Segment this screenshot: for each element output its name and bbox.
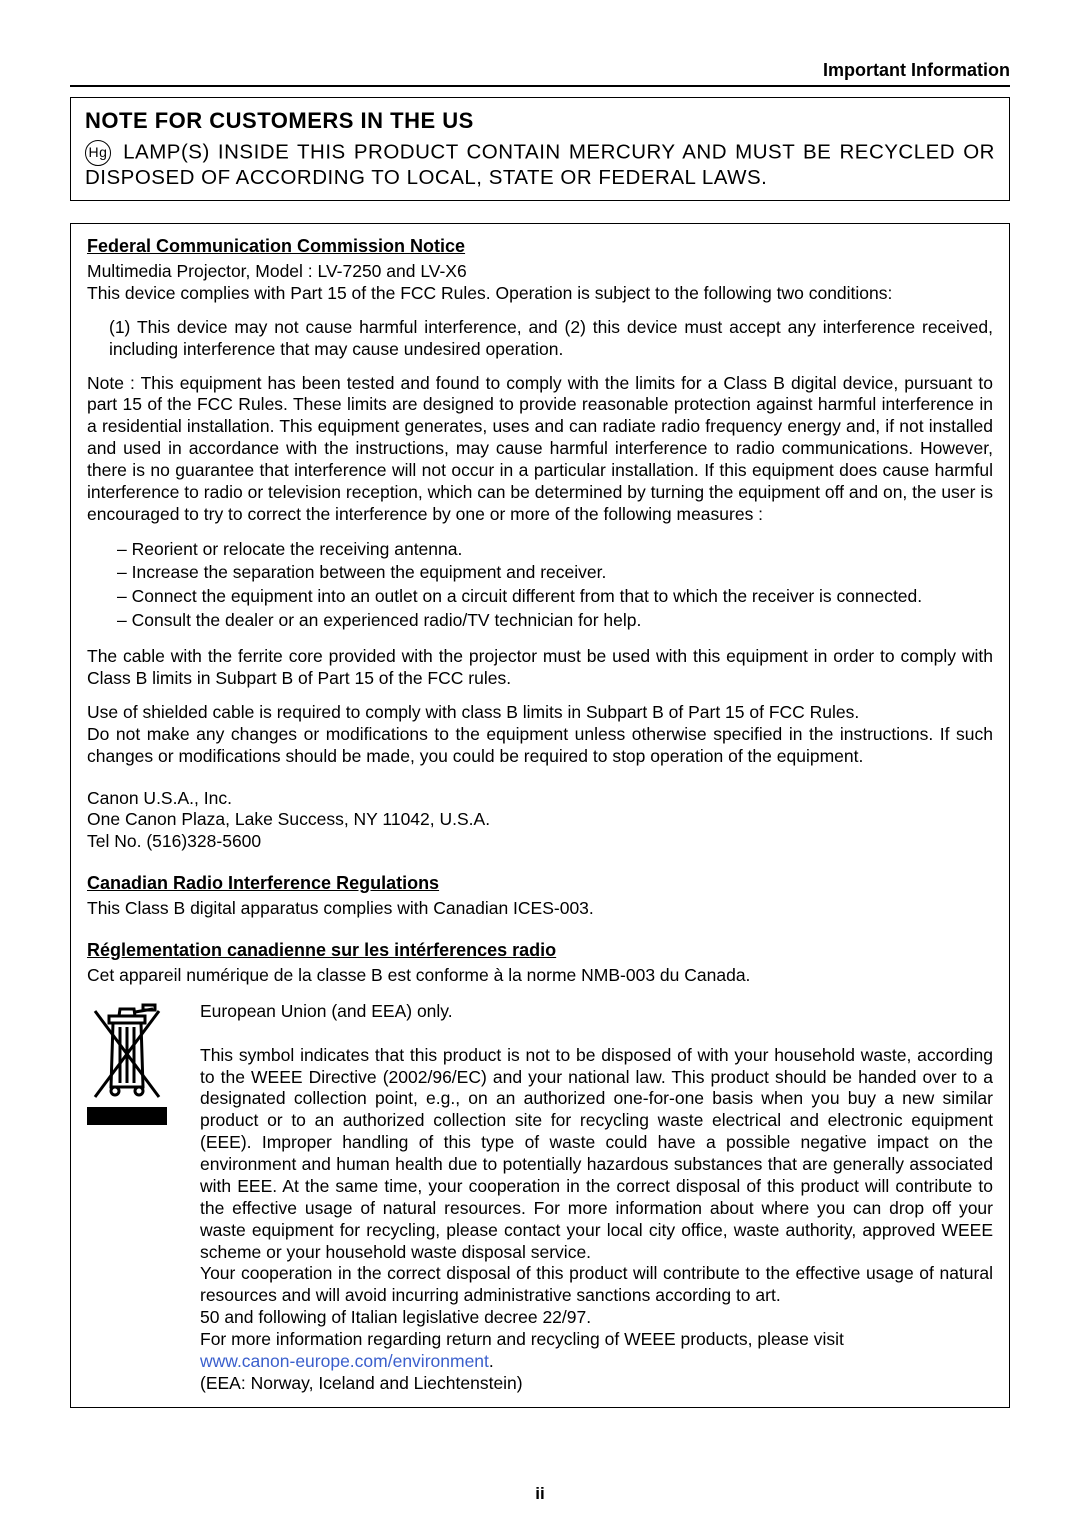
us-note-box: NOTE FOR CUSTOMERS IN THE US Hg LAMP(S) … — [70, 97, 1010, 201]
canada-text: This Class B digital apparatus complies … — [87, 898, 993, 920]
fcc-title: Federal Communication Commission Notice — [87, 236, 993, 257]
us-note-title: NOTE FOR CUSTOMERS IN THE US — [85, 108, 995, 134]
header-text: Important Information — [823, 60, 1010, 80]
header-bar: Important Information — [70, 60, 1010, 87]
eu-para3: 50 and following of Italian legislative … — [200, 1307, 993, 1329]
measure-0: – Reorient or relocate the receiving ant… — [117, 538, 993, 562]
fcc-conditions: (1) This device may not cause harmful in… — [87, 317, 993, 361]
canada-fr-title: Réglementation canadienne sur les intérf… — [87, 940, 993, 961]
eu-para1: This symbol indicates that this product … — [200, 1045, 993, 1264]
fcc-shielded: Use of shielded cable is required to com… — [87, 702, 993, 768]
eu-para5: (EEA: Norway, Iceland and Liechtenstein) — [200, 1373, 993, 1395]
fcc-box: Federal Communication Commission Notice … — [70, 223, 1010, 1408]
fcc-address: Canon U.S.A., Inc. One Canon Plaza, Lake… — [87, 788, 993, 854]
canada-fr-text: Cet appareil numérique de la classe B es… — [87, 965, 993, 987]
eu-para4: For more information regarding return an… — [200, 1329, 993, 1351]
weee-column — [87, 1001, 182, 1125]
measure-2: – Connect the equipment into an outlet o… — [117, 585, 993, 609]
fcc-cable: The cable with the ferrite core provided… — [87, 646, 993, 690]
fcc-model: Multimedia Projector, Model : LV-7250 an… — [87, 261, 993, 283]
lamp-text: LAMP(S) INSIDE THIS PRODUCT CONTAIN MERC… — [85, 140, 995, 189]
eu-text-block: European Union (and EEA) only. This symb… — [200, 1001, 993, 1395]
fcc-complies: This device complies with Part 15 of the… — [87, 283, 993, 305]
canada-title: Canadian Radio Interference Regulations — [87, 873, 993, 894]
eu-link[interactable]: www.canon-europe.com/environment — [200, 1351, 489, 1371]
lamp-warning: Hg LAMP(S) INSIDE THIS PRODUCT CONTAIN M… — [85, 140, 995, 190]
fcc-note-para: Note : This equipment has been tested an… — [87, 373, 993, 526]
fcc-measures: – Reorient or relocate the receiving ant… — [87, 538, 993, 633]
page-number: ii — [0, 1484, 1080, 1504]
eu-section: European Union (and EEA) only. This symb… — [87, 1001, 993, 1395]
measure-1: – Increase the separation between the eq… — [117, 561, 993, 585]
eu-heading: European Union (and EEA) only. — [200, 1001, 993, 1023]
measure-3: – Consult the dealer or an experienced r… — [117, 609, 993, 633]
weee-black-bar — [87, 1107, 167, 1125]
eu-para2: Your cooperation in the correct disposal… — [200, 1263, 993, 1307]
hg-icon: Hg — [85, 140, 111, 166]
weee-bin-icon — [87, 1001, 167, 1101]
